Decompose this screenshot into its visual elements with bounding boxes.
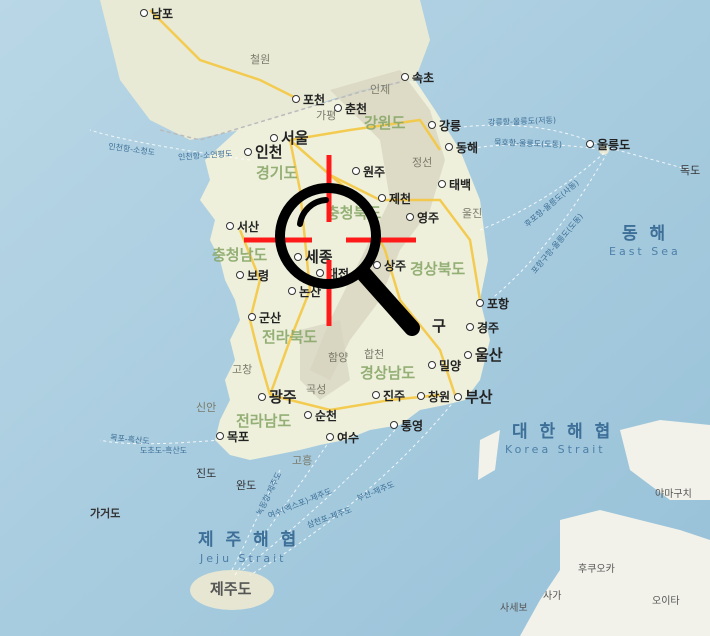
sea-korea-strait-en-label: Korea Strait (505, 443, 606, 456)
city-chuncheon[interactable]: 춘천 (334, 103, 367, 115)
city-gyeongju[interactable]: 경주 (466, 322, 499, 334)
jeju-island (190, 570, 274, 610)
city-tongyeong[interactable]: 통영 (390, 420, 423, 432)
city-incheon[interactable]: 인천 (244, 145, 283, 160)
jp-yamaguchi: 야마구치 (655, 489, 692, 500)
city-boryeong[interactable]: 보령 (236, 270, 269, 282)
city-ulsan[interactable]: 울산 (464, 348, 503, 363)
city-changwon[interactable]: 창원 (417, 391, 450, 403)
region-gapyeong: 가평 (316, 109, 337, 122)
city-taebaek[interactable]: 태백 (438, 179, 471, 191)
magnifier-lens (275, 183, 381, 289)
route-label-8: 도초도-흑산도 (140, 446, 188, 455)
city-sokcho[interactable]: 속초 (401, 72, 434, 84)
province-gyeongnam: 경상남도 (360, 364, 416, 382)
region-gochang: 고창 (232, 363, 253, 376)
city-pohang[interactable]: 포항 (476, 298, 509, 310)
jp-sasebo: 사세보 (500, 603, 528, 614)
region-gokseong: 곡성 (306, 383, 327, 396)
city-gwangju[interactable]: 광주 (258, 390, 297, 405)
city-jinju[interactable]: 진주 (372, 390, 405, 402)
island-wando[interactable]: 완도 (236, 479, 257, 492)
city-ulleungdo[interactable]: 울릉도 (586, 139, 630, 151)
city-sejong[interactable]: 세종 (294, 250, 333, 265)
city-suncheon[interactable]: 순천 (304, 410, 337, 422)
island-jindo[interactable]: 진도 (196, 467, 217, 480)
city-seosan[interactable]: 서산 (226, 221, 259, 233)
region-jeongseon: 정선 (412, 156, 433, 169)
province-chungnam: 충청남도 (212, 246, 268, 264)
region-cheolwon: 철원 (250, 53, 271, 66)
city-mokpo[interactable]: 목포 (216, 431, 249, 443)
city-gangneung[interactable]: 강릉 (428, 120, 461, 132)
city-yeosu[interactable]: 여수 (326, 432, 359, 444)
north-land (100, 0, 430, 140)
region-hapcheon: 합천 (364, 348, 385, 361)
city-sangju[interactable]: 상주 (373, 260, 406, 272)
province-gangwon: 강원도 (364, 114, 406, 132)
sea-jeju-strait-label: 제 주 해 협 (198, 530, 300, 550)
region-uljin: 울진 (462, 207, 483, 220)
jp-fukuoka: 후쿠오카 (578, 564, 615, 575)
province-gyeonggi: 경기도 (256, 164, 298, 182)
sea-east-label: 동 해 (622, 224, 669, 244)
province-gyeongbuk: 경상북도 (410, 260, 466, 278)
city-jecheon[interactable]: 제천 (378, 193, 411, 205)
japan-land (520, 510, 710, 636)
city-miryang[interactable]: 밀양 (428, 360, 461, 372)
city-donghae[interactable]: 동해 (445, 142, 478, 154)
sea-korea-strait-label: 대 한 해 협 (512, 422, 614, 442)
region-hamyang: 함양 (328, 351, 349, 364)
magnifier-handle (356, 266, 420, 336)
sea-east-en-label: East Sea (609, 245, 681, 258)
city-daegu[interactable]: 구 (432, 317, 446, 335)
region-inje: 인제 (370, 83, 391, 96)
city-pocheon[interactable]: 포천 (292, 94, 325, 106)
island-jeju[interactable]: 제주도 (210, 580, 252, 598)
city-yeongju[interactable]: 영주 (406, 212, 439, 224)
city-busan[interactable]: 부산 (454, 390, 493, 405)
sea-jeju-strait-en-label: Jeju Strait (200, 552, 287, 565)
region-sinan: 신안 (196, 401, 217, 414)
city-seoul[interactable]: 서울 (270, 131, 309, 146)
province-jeonbuk: 전라북도 (262, 328, 318, 346)
island-dokdo[interactable]: 독도 (680, 164, 701, 177)
magnifier-highlight (297, 197, 329, 227)
province-jeonnam: 전라남도 (236, 412, 292, 430)
city-wonju[interactable]: 원주 (352, 166, 385, 178)
city-gunsan[interactable]: 군산 (248, 312, 281, 324)
jp-saga: 사가 (543, 591, 562, 602)
city-nampo[interactable]: 남포 (140, 8, 173, 20)
city-nonsan[interactable]: 논산 (288, 286, 321, 298)
region-goheung: 고흥 (292, 454, 313, 467)
island-gageodo[interactable]: 가거도 (90, 507, 121, 520)
jp-oita: 오이타 (652, 596, 680, 607)
